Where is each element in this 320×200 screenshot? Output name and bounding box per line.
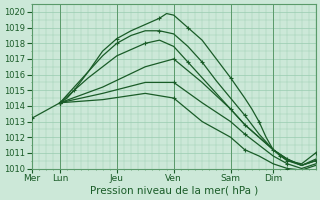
X-axis label: Pression niveau de la mer( hPa ): Pression niveau de la mer( hPa ): [90, 186, 258, 196]
